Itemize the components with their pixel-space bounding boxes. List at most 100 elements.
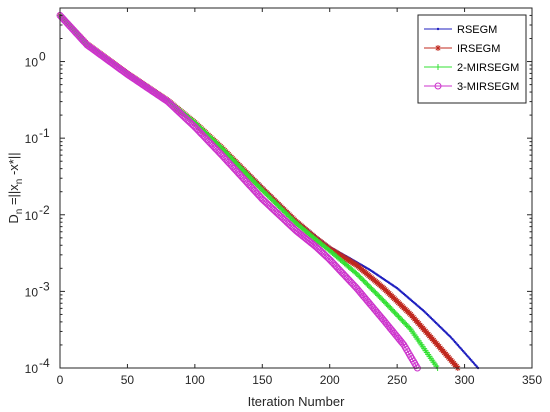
y-axis-title-tail: -x*|| [6,152,21,178]
series-marker [398,316,405,323]
legend-swatch-marker [435,64,441,70]
series-marker [278,205,285,212]
x-tick-label: 300 [455,373,475,387]
series-marker [261,189,268,196]
series-marker [239,166,246,173]
series-marker [361,278,368,285]
series-marker [248,175,255,182]
series-marker [279,206,286,213]
series-marker [225,152,232,159]
series-marker [247,174,254,181]
legend-label: IRSEGM [457,43,500,55]
series-marker [251,178,258,185]
series-marker [287,214,294,221]
series-marker [406,324,413,331]
y-tick-label: 10 [25,132,39,146]
series-marker [394,312,401,319]
series-marker [353,270,360,277]
y-tick-label-exponent: -4 [39,356,50,370]
series-marker [241,168,248,175]
series-marker [240,167,247,174]
y-tick-label: 10 [25,362,39,376]
y-tick-label-base: 10 [25,132,39,146]
series-marker [235,161,242,168]
series-marker [386,303,393,310]
x-tick-label: 0 [57,373,64,387]
legend: RSEGM IRSEGM 2-MIRSEGM 3-MIRSEGM [417,14,527,104]
series-marker [404,323,411,330]
series-marker [402,320,409,327]
legend-swatch-marker [434,82,442,90]
y-axis-title-base: D [6,214,21,223]
series-marker [256,184,263,191]
series-marker [363,280,370,287]
series-marker [373,291,380,298]
series-marker [355,272,362,279]
series-marker [283,210,290,217]
x-axis-title: Iteration Number [248,394,345,409]
y-tick-label-exponent: -3 [39,279,50,293]
series-marker [259,187,266,194]
series-marker [276,204,283,211]
series-marker [364,281,371,288]
y-tick-label-base: 10 [25,362,39,376]
y-axis-title-middle-subscript: n [14,179,25,185]
series-marker [290,217,297,224]
y-tick-label: 10 [25,285,39,299]
y-tick-label: 10 [25,209,39,223]
series-marker [270,197,277,204]
series-marker [253,181,260,188]
plot-frame [59,7,533,369]
series-marker [229,156,236,163]
legend-swatch-marker [435,45,441,51]
series-marker [274,201,281,208]
series-marker [244,171,251,178]
series-marker [372,289,379,296]
series-3-mirsegm [56,11,421,372]
y-tick-label-exponent: -2 [39,203,50,217]
y-axis-title-middle: =||x [6,184,21,209]
series-marker [249,177,256,184]
series-marker [232,159,239,166]
series-layer [56,11,480,372]
legend-label: 3-MIRSEGM [457,81,519,93]
y-tick-label-exponent: 0 [39,50,46,64]
series-marker [257,185,264,192]
x-tick-label: 50 [121,373,135,387]
x-tick-label: 100 [185,373,205,387]
series-marker [376,293,383,300]
y-tick-label-base: 10 [25,285,39,299]
series-marker [356,273,363,280]
x-axis: 0 50 100 150 200 250 300 350 [57,8,542,387]
x-tick-label: 250 [387,373,407,387]
series-marker [228,154,235,161]
series-marker [275,202,282,209]
x-tick-label: 200 [320,373,340,387]
y-axis-title: Dn =||xn -x*|| [6,152,25,223]
series-marker [371,288,378,295]
series-marker [368,285,375,292]
series-marker [243,170,250,177]
series-marker [359,276,366,283]
series-marker [286,213,293,220]
legend-swatch-marker [436,27,440,31]
series-marker [379,296,386,303]
series-marker [400,319,407,326]
series-marker [271,198,278,205]
series-marker [224,150,231,157]
series-marker [230,157,237,164]
series-marker [267,194,274,201]
series-marker [382,299,389,306]
x-tick-label: 350 [522,373,542,387]
series-marker [226,153,233,160]
series-marker [384,302,391,309]
series-marker [387,305,394,312]
series-marker [236,163,243,170]
series-marker [365,282,372,289]
y-tick-label: 10 [25,56,39,70]
series-marker [264,192,271,199]
series-marker [245,173,252,180]
series-marker [260,188,267,195]
x-tick-label: 150 [252,373,272,387]
series-marker [252,180,259,187]
